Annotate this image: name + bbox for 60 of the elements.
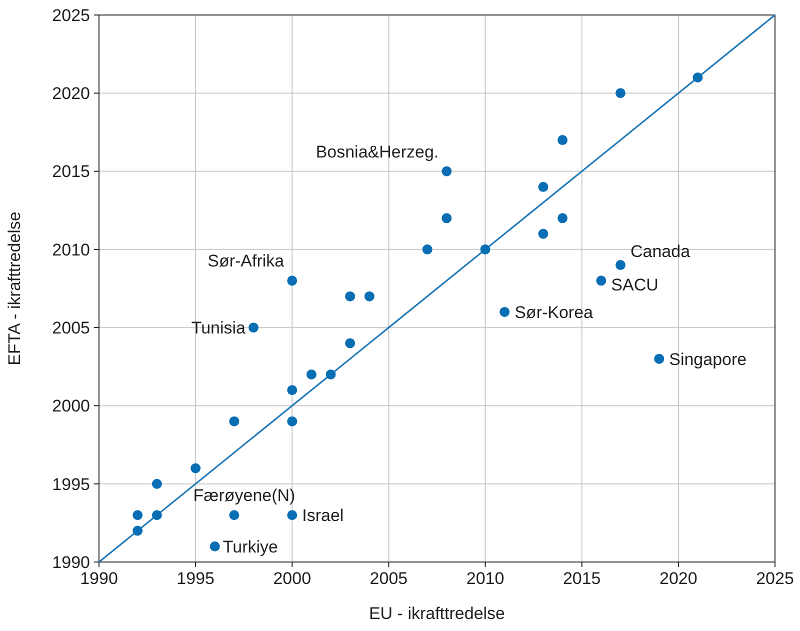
point: [210, 541, 220, 552]
y-tick-label: 2025: [52, 6, 90, 25]
x-axis-title: EU - ikrafttredelse: [368, 604, 506, 623]
y-tick-label: 2015: [52, 162, 90, 182]
x-tick-label: 2025: [756, 569, 794, 588]
point: [615, 260, 626, 270]
annotation: SACU: [611, 276, 658, 295]
point: [422, 244, 432, 254]
x-tick-label: 2010: [466, 569, 504, 588]
point: [132, 526, 143, 536]
x-tick-label: 2020: [660, 569, 698, 588]
point: [442, 213, 452, 224]
point: [538, 228, 548, 239]
point: [364, 291, 374, 302]
point: [287, 276, 298, 286]
point: [229, 416, 240, 426]
point: [500, 306, 510, 317]
point: [287, 385, 298, 396]
point: [326, 369, 336, 380]
x-tick-label: 1990: [80, 569, 118, 588]
point: [190, 463, 201, 474]
point: [558, 213, 568, 224]
annotation: Sør-Afrika: [208, 252, 285, 271]
point: [229, 510, 240, 520]
y-tick-label: 1995: [52, 474, 90, 494]
annotation: Israel: [302, 506, 344, 526]
x-tick-label: 2005: [370, 569, 408, 588]
x-tick-label: 2000: [273, 569, 312, 588]
point: [615, 88, 626, 98]
point: [152, 510, 162, 520]
point: [306, 369, 316, 380]
annotation: Færøyene(N): [193, 486, 296, 506]
annotation: Turkiye: [222, 537, 278, 556]
point: [345, 291, 356, 302]
point: [152, 478, 162, 489]
point: [287, 416, 298, 426]
point: [345, 338, 356, 348]
point: [692, 72, 703, 83]
point: [596, 276, 606, 286]
point: [480, 244, 490, 254]
point: [654, 354, 664, 364]
y-tick-label: 2000: [52, 396, 90, 416]
y-tick-label: 2005: [52, 318, 90, 338]
point: [558, 135, 568, 146]
point: [538, 182, 548, 192]
annotation: Canada: [630, 242, 691, 262]
x-tick-label: 1995: [176, 569, 214, 588]
point: [287, 510, 298, 520]
annotation: Tunisia: [191, 318, 246, 338]
annotation: Singapore: [669, 350, 747, 369]
y-axis-title: EFTA - ikrafttredelse: [5, 212, 24, 366]
annotation: Sør-Korea: [514, 302, 594, 322]
y-tick-label: 1990: [52, 552, 90, 572]
y-tick-label: 2020: [52, 84, 90, 104]
point: [442, 166, 452, 176]
point: [248, 322, 259, 333]
annotation: Bosnia&Herzeg.: [316, 142, 439, 162]
x-tick-label: 2015: [562, 569, 601, 588]
y-tick-label: 2010: [52, 240, 90, 260]
point: [132, 510, 143, 520]
